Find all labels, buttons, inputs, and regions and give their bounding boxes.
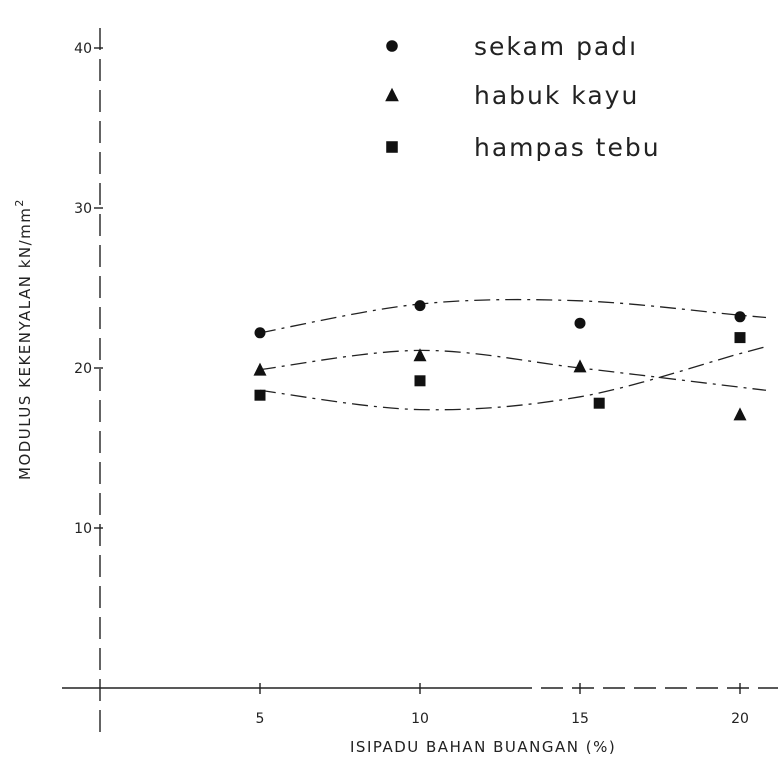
data-point-circle xyxy=(734,311,746,323)
legend-marker-circle xyxy=(386,40,398,52)
y-axis-title-superscript: 2 xyxy=(13,198,26,207)
data-point-circle xyxy=(574,317,586,329)
data-point-triangle xyxy=(413,348,427,362)
y-axis-title: MODULUS KEKENYALAN kN/mm2 xyxy=(13,198,34,480)
x-tick-label: 20 xyxy=(731,711,749,727)
y-tick-label: 20 xyxy=(74,361,92,377)
y-tick-label: 10 xyxy=(74,521,92,537)
data-point-square xyxy=(734,332,746,344)
data-point-square xyxy=(414,375,426,387)
y-tick-label: 40 xyxy=(74,41,92,57)
data-point-circle xyxy=(414,300,426,312)
data-point-square xyxy=(593,397,605,409)
data-points xyxy=(253,300,747,421)
legend-label: habuk kayu xyxy=(474,81,639,110)
legend-marker-square xyxy=(386,141,398,153)
data-point-square xyxy=(254,389,266,401)
x-tick-label: 15 xyxy=(571,711,589,727)
axes: 10 20 30 40 5 10 15 20 xyxy=(62,28,778,738)
legend-marker-triangle xyxy=(385,87,399,102)
data-point-triangle xyxy=(253,362,267,376)
x-tick-label: 5 xyxy=(256,711,265,727)
legend: sekam padı habuk kayu hampas tebu xyxy=(385,32,661,162)
x-axis-title: ISIPADU BAHAN BUANGAN (%) xyxy=(350,738,616,756)
trend-curve-2 xyxy=(259,349,767,391)
y-tick-label: 30 xyxy=(74,201,92,217)
legend-label: hampas tebu xyxy=(474,133,661,162)
data-point-triangle xyxy=(733,407,747,421)
data-point-circle xyxy=(254,327,266,339)
y-axis-title-text: MODULUS KEKENYALAN kN/mm xyxy=(16,207,34,480)
data-point-triangle xyxy=(573,359,587,373)
legend-label: sekam padı xyxy=(474,32,638,61)
trend-curves xyxy=(259,298,767,411)
x-tick-label: 10 xyxy=(411,711,429,727)
trend-curve-1 xyxy=(259,298,767,334)
trend-curve-3 xyxy=(259,346,767,411)
